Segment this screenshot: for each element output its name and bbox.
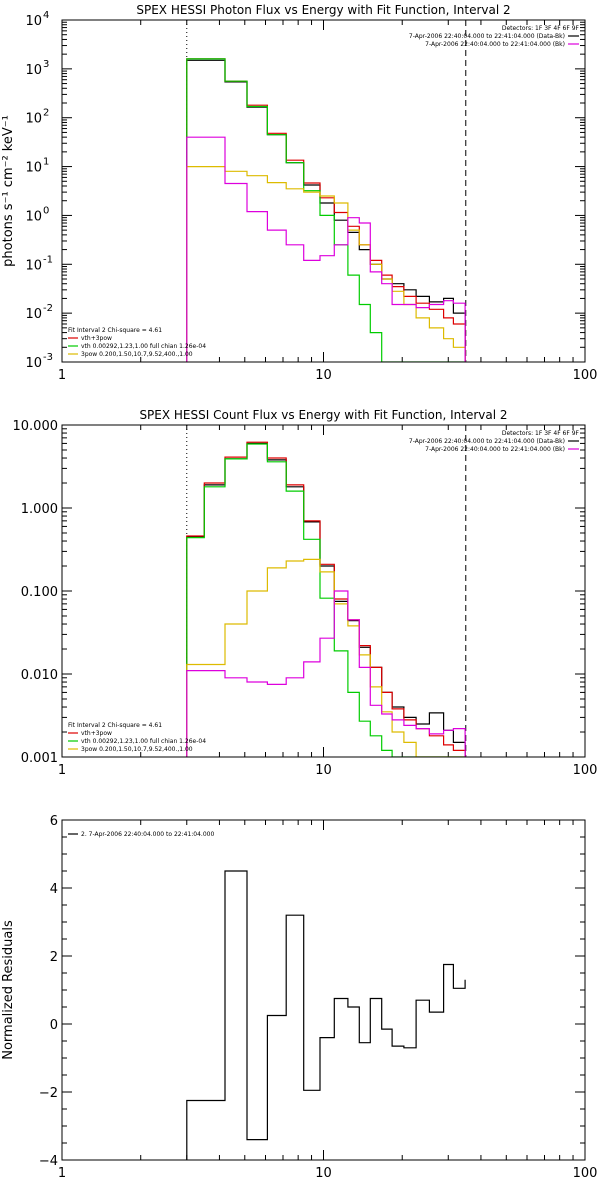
- x-tick-label: 10: [315, 763, 332, 778]
- x-tick-label: 100: [573, 368, 598, 383]
- y-tick-label: 0.010: [21, 668, 58, 683]
- legend-right-item: Detectors: 1F 3F 4F 6F 9F: [502, 430, 580, 437]
- plot-frame: [61, 424, 586, 758]
- y-ticks: [62, 819, 585, 1161]
- chart-title: SPEX HESSI Count Flux vs Energy with Fit…: [139, 408, 507, 422]
- y-tick-label: 10: [25, 63, 42, 78]
- legend-left-item: vth 0.00292,1.23,1.00 full chian 1.26e-0…: [81, 738, 206, 745]
- legend-left-item: Fit Interval 2 Chi-square = 4.61: [68, 327, 162, 334]
- chart-title: SPEX HESSI Photon Flux vs Energy with Fi…: [136, 3, 510, 17]
- series-3pow: [186, 166, 466, 362]
- y-tick-label: 4: [50, 882, 58, 897]
- plot-area: [186, 58, 466, 362]
- y-tick-exponent: 4: [43, 10, 49, 21]
- y-tick-label: 2: [50, 950, 58, 965]
- y-tick-exponent: 0: [43, 205, 49, 216]
- series-bk: [186, 136, 466, 362]
- y-tick-exponent: -1: [43, 254, 53, 265]
- x-tick-label: 10: [315, 368, 332, 383]
- series-vth-3pow: [186, 441, 466, 757]
- y-tick-label: −4: [39, 1154, 58, 1169]
- series-vth: [186, 58, 466, 362]
- x-tick-label: 1: [58, 368, 66, 383]
- x-ticks: [61, 425, 574, 757]
- y-tick-label: 0.001: [21, 751, 58, 766]
- y-tick-exponent: 1: [43, 157, 49, 168]
- chart-panel-1: SPEX HESSI Photon Flux vs Energy with Fi…: [1, 3, 597, 383]
- y-tick-label: 0.100: [21, 585, 58, 600]
- legend-right-item: 7-Apr-2006 22:40:04.000 to 22:41:04.000 …: [409, 438, 565, 445]
- y-tick-label: 10: [25, 356, 42, 371]
- series-vth-3pow: [186, 58, 466, 362]
- x-ticks: [61, 820, 574, 1160]
- y-tick-exponent: -3: [43, 352, 53, 363]
- legend-left-item: 2. 7-Apr-2006 22:40:04.000 to 22:41:04.0…: [81, 831, 214, 838]
- plot-frame: [61, 819, 586, 1161]
- series-data-bk: [186, 59, 466, 362]
- x-tick-label: 10: [315, 1166, 332, 1181]
- y-tick-label: 10: [25, 307, 42, 322]
- series-3pow: [186, 558, 466, 757]
- chart-panel-2: SPEX HESSI Count Flux vs Energy with Fit…: [13, 408, 598, 778]
- y-ticks: [62, 428, 585, 758]
- y-tick-label: 0: [50, 1018, 58, 1033]
- plot-area: [186, 870, 466, 1160]
- legend-right-item: 7-Apr-2006 22:40:04.000 to 22:41:04.000 …: [425, 41, 565, 48]
- y-tick-label: 1.000: [21, 502, 58, 517]
- y-tick-exponent: 2: [43, 108, 49, 119]
- series-data-bk: [186, 442, 466, 757]
- y-tick-label: 10: [25, 209, 42, 224]
- series-residuals: [186, 870, 466, 1160]
- chart-panel-3: 1 10 100 −4 −2 0 2 4 6 Normalized Residuals 2. 7-A…: [1, 814, 597, 1181]
- legend-left-item: vth+3pow: [81, 730, 112, 737]
- y-tick-label: 6: [50, 814, 58, 829]
- y-axis-label: photons s⁻¹ cm⁻² keV⁻¹: [1, 115, 16, 267]
- x-tick-label: 1: [58, 763, 66, 778]
- y-tick-label: −2: [39, 1086, 58, 1101]
- legend-left-item: 3pow 0.200,1.50,10.7,9.52,400.,1.00: [81, 351, 193, 358]
- x-tick-label: 1: [58, 1166, 66, 1181]
- y-tick-exponent: 3: [43, 59, 49, 70]
- legend-left-item: vth+3pow: [81, 335, 112, 342]
- y-tick-label: 10: [25, 14, 42, 29]
- y-tick-exponent: -2: [43, 303, 53, 314]
- legend-left-item: vth 0.00292,1.23,1.00 full chian 1.26e-0…: [81, 343, 206, 350]
- x-tick-label: 100: [573, 763, 598, 778]
- legend-right-item: Detectors: 1F 3F 4F 6F 9F: [502, 25, 580, 32]
- series-vth: [186, 443, 466, 757]
- y-tick-label: 10: [25, 161, 42, 176]
- x-tick-label: 100: [573, 1166, 598, 1181]
- legend-right-item: 7-Apr-2006 22:40:04.000 to 22:41:04.000 …: [425, 446, 565, 453]
- series-bk: [186, 590, 466, 757]
- y-ticks: [62, 21, 585, 363]
- plot-frame: [61, 19, 586, 363]
- legend-left-item: Fit Interval 2 Chi-square = 4.61: [68, 722, 162, 729]
- legend-left-item: 3pow 0.200,1.50,10.7,9.52,400.,1.00: [81, 746, 193, 753]
- y-axis-label: Normalized Residuals: [1, 920, 16, 1060]
- y-tick-label: 10: [25, 112, 42, 127]
- legend-right-item: 7-Apr-2006 22:40:04.000 to 22:41:04.000 …: [409, 33, 565, 40]
- y-tick-label: 10.000: [13, 419, 59, 434]
- y-tick-label: 10: [25, 258, 42, 273]
- plot-area: [186, 441, 466, 757]
